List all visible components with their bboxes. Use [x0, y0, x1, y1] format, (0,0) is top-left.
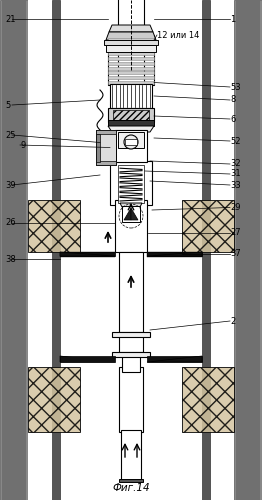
Polygon shape: [106, 32, 156, 40]
Polygon shape: [60, 356, 115, 362]
Text: 9: 9: [21, 140, 26, 149]
Bar: [236, 0, 260, 500]
Polygon shape: [147, 356, 202, 362]
Polygon shape: [109, 25, 153, 32]
Bar: [115, 200, 147, 252]
Polygon shape: [108, 38, 154, 41]
Text: 29: 29: [231, 203, 241, 212]
Text: 37: 37: [231, 250, 241, 258]
Bar: [125, 139, 137, 145]
Text: 12 или 14: 12 или 14: [157, 30, 200, 40]
Text: 53: 53: [231, 82, 241, 92]
Polygon shape: [147, 252, 202, 257]
Bar: [2, 0, 26, 500]
Polygon shape: [60, 252, 115, 256]
Bar: [113, 110, 149, 120]
Polygon shape: [108, 62, 154, 65]
Bar: [119, 367, 143, 432]
Bar: [96, 130, 116, 134]
Bar: [96, 134, 100, 162]
Polygon shape: [108, 81, 154, 84]
Text: 1: 1: [231, 14, 236, 24]
Bar: [52, 0, 60, 500]
Bar: [108, 35, 154, 85]
Bar: [202, 0, 210, 500]
Polygon shape: [108, 126, 154, 132]
Bar: [119, 479, 143, 482]
Text: 52: 52: [231, 136, 241, 145]
Text: 31: 31: [231, 170, 241, 178]
Polygon shape: [108, 48, 154, 50]
Bar: [110, 84, 152, 108]
Circle shape: [124, 135, 138, 149]
Polygon shape: [108, 57, 154, 60]
Text: 8: 8: [231, 96, 236, 104]
Polygon shape: [147, 252, 202, 256]
Bar: [108, 108, 154, 122]
Polygon shape: [147, 356, 202, 362]
Bar: [118, 165, 144, 203]
Text: 38: 38: [5, 254, 16, 264]
Bar: [96, 161, 116, 165]
Text: 27: 27: [231, 228, 241, 237]
Text: 2: 2: [231, 316, 236, 326]
Bar: [182, 200, 234, 252]
Polygon shape: [112, 332, 150, 337]
Polygon shape: [106, 45, 156, 52]
Bar: [122, 356, 140, 372]
Bar: [182, 367, 234, 432]
Polygon shape: [108, 66, 154, 70]
Polygon shape: [60, 252, 115, 256]
Bar: [96, 130, 116, 165]
Polygon shape: [108, 52, 154, 55]
Bar: [118, 132, 144, 148]
Bar: [119, 252, 143, 332]
Bar: [121, 430, 141, 480]
Text: Фиг.14: Фиг.14: [112, 483, 150, 493]
Polygon shape: [104, 40, 158, 45]
Bar: [115, 130, 147, 162]
Text: 21: 21: [5, 14, 16, 24]
Polygon shape: [147, 252, 202, 256]
Text: 33: 33: [231, 180, 241, 190]
Bar: [234, 0, 262, 500]
Polygon shape: [60, 252, 115, 257]
Text: 26: 26: [5, 218, 16, 227]
Polygon shape: [131, 208, 138, 220]
Text: 32: 32: [231, 160, 241, 168]
Bar: [28, 0, 234, 500]
Polygon shape: [124, 208, 131, 220]
Text: 39: 39: [5, 180, 16, 190]
Polygon shape: [108, 72, 154, 74]
Polygon shape: [120, 203, 142, 207]
Text: 6: 6: [231, 114, 236, 124]
Polygon shape: [108, 42, 154, 45]
Bar: [0, 0, 28, 500]
Polygon shape: [60, 356, 115, 362]
Text: 5: 5: [5, 100, 10, 110]
Bar: [122, 206, 140, 222]
Bar: [108, 120, 154, 126]
Bar: [119, 336, 143, 352]
Text: 25: 25: [5, 130, 16, 140]
Polygon shape: [108, 76, 154, 79]
Bar: [28, 367, 80, 432]
Polygon shape: [112, 352, 150, 357]
Bar: [28, 200, 80, 252]
Bar: [110, 161, 152, 205]
